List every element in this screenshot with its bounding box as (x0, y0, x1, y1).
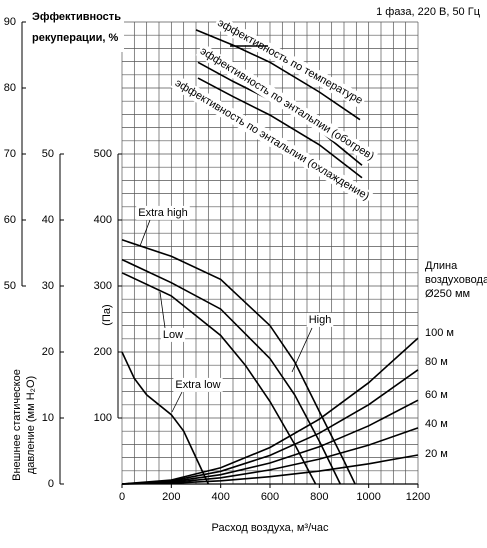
y-tick-label: 300 (94, 280, 112, 292)
series-label: 80 м (425, 356, 448, 368)
label-bg (28, 6, 124, 52)
curve (121, 369, 419, 485)
y2-tick-label: 40 (42, 214, 54, 226)
label-bg (160, 327, 186, 342)
y2-axis-title: давление (мм H₂O) (25, 376, 37, 474)
y3-tick-label: 70 (4, 148, 16, 160)
curve (195, 29, 361, 121)
x-tick-label: 1000 (356, 491, 380, 503)
y-tick-label: 500 (94, 148, 112, 160)
y-tick-label: 200 (94, 346, 112, 358)
y3-tick-label: 50 (4, 280, 16, 292)
series-label: 60 м (425, 389, 448, 401)
y2-axis-title: Внешнее статическое (11, 369, 23, 481)
x-tick-label: 0 (119, 491, 125, 503)
y2-tick-label: 10 (42, 412, 54, 424)
series-label: 40 м (425, 418, 448, 430)
leader-line (139, 219, 151, 247)
duct-legend-title: воздуховода (425, 274, 487, 286)
duct-legend-title: Длина (425, 260, 458, 272)
y-axis-title: (Па) (101, 304, 113, 325)
leader-line (171, 391, 183, 413)
curve (197, 77, 363, 179)
series-label: Extra high (138, 207, 188, 219)
leader-line (291, 327, 313, 373)
label-bg (195, 43, 379, 165)
label-bg (306, 312, 334, 327)
y-tick-label: 100 (94, 412, 112, 424)
note: 1 фаза, 220 В, 50 Гц (376, 6, 481, 18)
series-label: High (309, 314, 332, 326)
series-label: 100 м (425, 327, 454, 339)
label-bg (173, 377, 223, 392)
y3-tick-label: 80 (4, 82, 16, 94)
curve (121, 454, 419, 485)
grid: 0 200 400 600 800 1000 1200 100 200 300 400 500 0 10 2… (4, 16, 430, 503)
label-bg (213, 15, 367, 109)
series-label: 20 м (425, 448, 448, 460)
y3-tick-label: 90 (4, 16, 16, 28)
leader-line (159, 291, 166, 329)
y2-tick-label: 30 (42, 280, 54, 292)
x-tick-label: 800 (310, 491, 328, 503)
y3-axis-title: рекуперации, % (32, 32, 118, 44)
curve (121, 258, 342, 485)
x-axis-title: Расход воздуха, м³/час (212, 522, 329, 534)
x-tick-label: 200 (162, 491, 180, 503)
y-tick-label: 400 (94, 214, 112, 226)
y2-tick-label: 20 (42, 346, 54, 358)
curve (121, 351, 210, 485)
label-bg (170, 75, 374, 205)
y3-tick-label: 60 (4, 214, 16, 226)
label-bg (136, 205, 190, 220)
duct-legend-title: Ø250 мм (425, 288, 470, 300)
series-label: Extra low (175, 379, 220, 391)
y2-tick-label: 50 (42, 148, 54, 160)
x-tick-label: 1200 (406, 491, 430, 503)
curves (121, 29, 419, 485)
y2-tick-label: 0 (48, 478, 54, 490)
y3-axis-title: Эффективность (32, 11, 121, 23)
x-tick-label: 400 (211, 491, 229, 503)
series-label: Low (163, 329, 183, 341)
x-tick-label: 600 (261, 491, 279, 503)
